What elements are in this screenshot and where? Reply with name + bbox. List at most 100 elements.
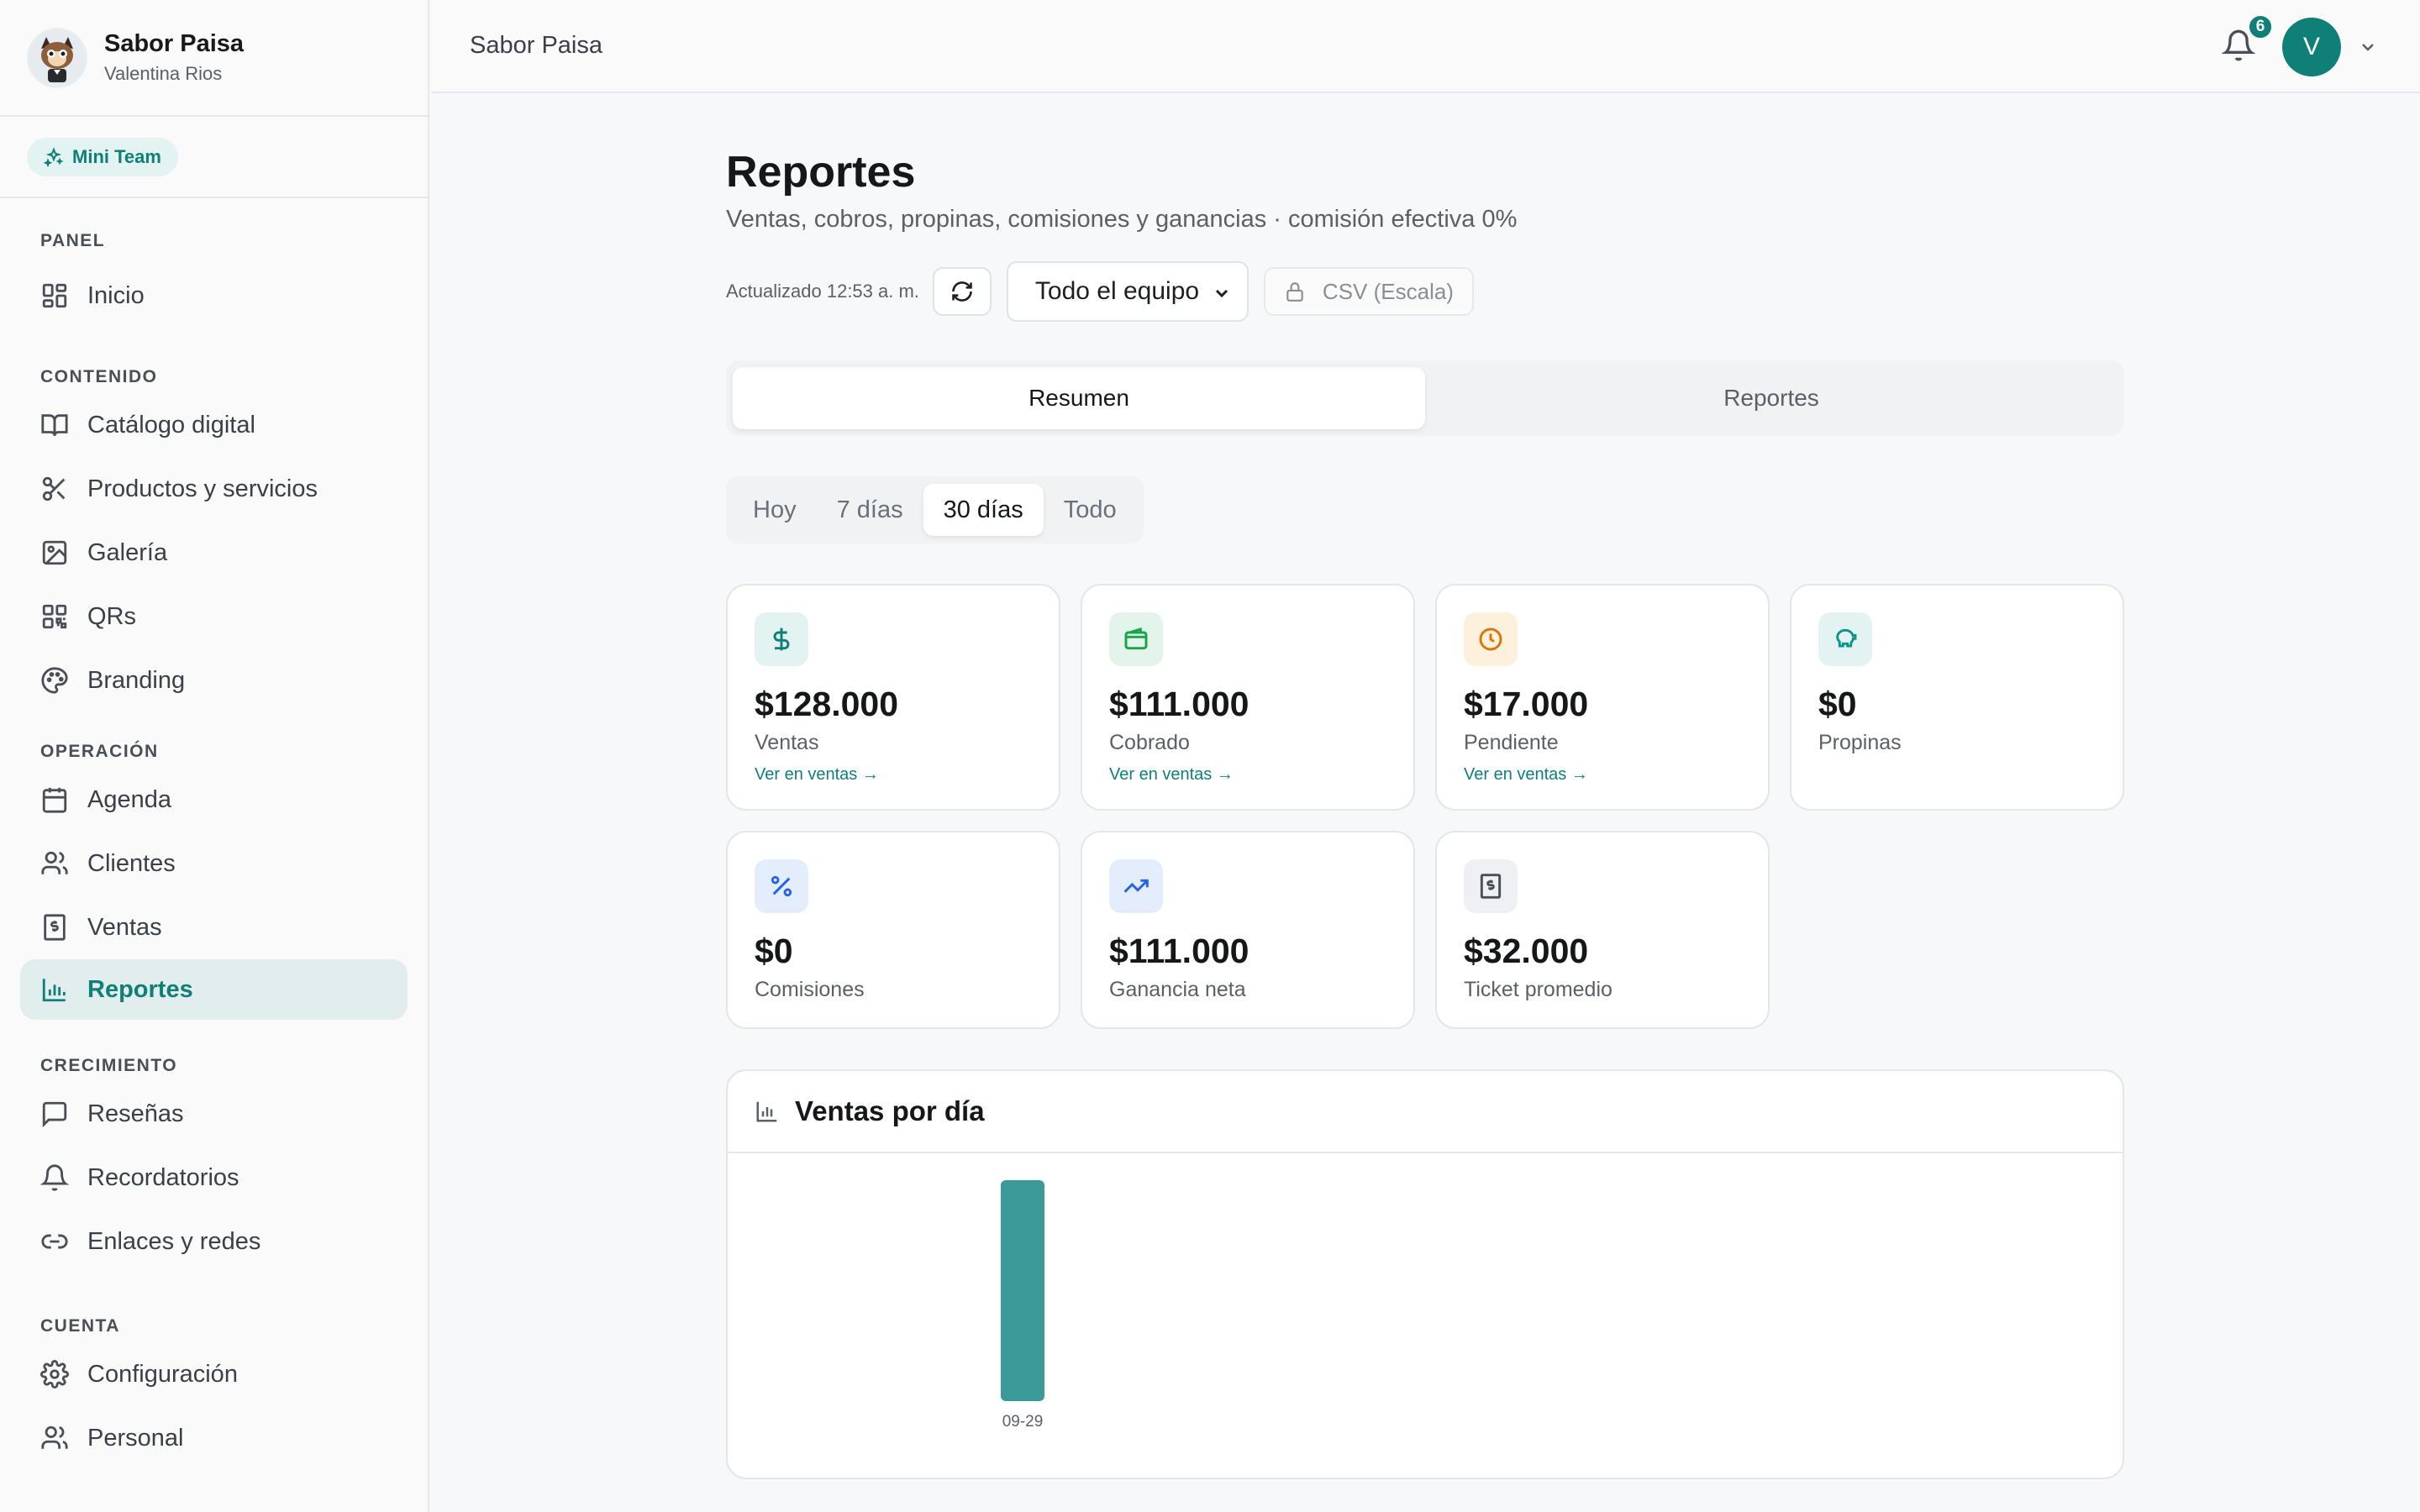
users-icon [41, 851, 68, 874]
stat-card-cobrado: $111.000 Cobrado Ver en ventas → [1081, 584, 1415, 811]
sidebar-item-enlaces[interactable]: Enlaces y redes [20, 1210, 408, 1273]
card-link[interactable]: Ver en ventas → [755, 765, 879, 784]
card-label: Ticket promedio [1464, 978, 1612, 1001]
sidebar-item-label: Configuración [87, 1360, 238, 1388]
stat-card-propinas: $0 Propinas [1790, 584, 2124, 811]
sidebar-item-label: Branding [87, 666, 186, 694]
bar-chart-icon [756, 1101, 777, 1122]
sidebar-item-catalogo[interactable]: Catálogo digital [20, 393, 408, 457]
lock-icon [1286, 282, 1303, 302]
stat-card-ticket-promedio: $32.000 Ticket promedio [1435, 831, 1770, 1029]
card-label: Ganancia neta [1109, 978, 1246, 1001]
sidebar-item-label: Recordatorios [87, 1163, 239, 1191]
chevron-down-icon [1215, 289, 1228, 298]
sidebar-item-label: Galería [87, 538, 168, 566]
card-label: Cobrado [1109, 731, 1190, 754]
notifications-button[interactable]: 6 [2221, 13, 2274, 66]
chart-x-tick-label: 09-29 [1002, 1413, 1044, 1431]
tab-reportes[interactable]: Reportes [1723, 385, 1819, 411]
bar-chart-icon [42, 979, 66, 1002]
brand-header[interactable]: Sabor Paisa Valentina Rios [0, 0, 428, 117]
sidebar-item-label: Personal [87, 1424, 184, 1452]
card-link[interactable]: Ver en ventas → [1464, 765, 1588, 784]
clock-icon [1479, 627, 1502, 651]
stat-card-ganancia-neta: $111.000 Ganancia neta [1081, 831, 1415, 1029]
user-avatar[interactable]: V [2282, 18, 2341, 76]
period-30-dias[interactable]: 30 días [923, 484, 1044, 536]
card-icon-wrap [1109, 859, 1163, 913]
sidebar-item-label: Productos y servicios [87, 475, 318, 502]
gear-icon [40, 1360, 69, 1389]
csv-export-button[interactable]: CSV (Escala) [1263, 267, 1474, 316]
sidebar-item-resenas[interactable]: Reseñas [20, 1082, 408, 1146]
card-icon-wrap [755, 859, 808, 913]
sidebar-item-recordatorios[interactable]: Recordatorios [20, 1146, 408, 1210]
card-value: $0 [755, 932, 793, 970]
refresh-button[interactable] [932, 267, 992, 316]
brand-logo [27, 27, 87, 88]
period-7-dias[interactable]: 7 días [836, 496, 903, 523]
stat-card-pendiente: $17.000 Pendiente Ver en ventas → [1435, 584, 1770, 811]
nav-section-cuenta: CUENTA [40, 1316, 120, 1336]
sidebar-item-qrs[interactable]: QRs [20, 585, 408, 648]
chart-header: Ventas por día [728, 1071, 2123, 1153]
period-hoy[interactable]: Hoy [753, 496, 797, 523]
sales-chart: 09-29 [1001, 1180, 1044, 1431]
brand-name: Sabor Paisa [104, 30, 245, 57]
card-label: Comisiones [755, 978, 865, 1001]
team-select[interactable]: Todo el equipo [1006, 261, 1249, 322]
message-icon [42, 1101, 67, 1128]
card-value: $0 [1818, 685, 1857, 723]
sidebar-item-configuracion[interactable]: Configuración [20, 1342, 408, 1406]
sidebar-item-clientes[interactable]: Clientes [20, 832, 408, 895]
sidebar-item-agenda[interactable]: Agenda [20, 768, 408, 832]
view-tabs: Resumen Reportes [726, 360, 2124, 436]
chart-body: 09-29 [728, 1153, 2123, 1478]
chart-title: Ventas por día [795, 1095, 985, 1126]
refresh-icon [952, 281, 972, 302]
link-icon [41, 1234, 68, 1249]
sidebar-item-inicio[interactable]: Inicio [20, 265, 408, 326]
bell-icon [40, 1164, 69, 1191]
nav-section-operacion: OPERACIÓN [40, 742, 159, 761]
sidebar-item-label: Agenda [87, 785, 171, 813]
sidebar-item-label: Catálogo digital [87, 411, 255, 438]
wallet-icon [1124, 627, 1148, 650]
nav-section-panel: PANEL [40, 231, 106, 250]
chart-bar[interactable] [1001, 1180, 1044, 1401]
bell-icon [2221, 29, 2256, 61]
sidebar-item-label: Reseñas [87, 1100, 184, 1127]
nav-section-contenido: CONTENIDO [40, 367, 158, 386]
sidebar-item-label: Ventas [87, 913, 162, 941]
sidebar-item-productos[interactable]: Productos y servicios [20, 457, 408, 521]
users-icon [41, 1425, 68, 1449]
percent-icon [771, 875, 792, 897]
card-value: $111.000 [1109, 685, 1249, 723]
card-value: $128.000 [755, 685, 899, 723]
sidebar-item-personal[interactable]: Personal [20, 1406, 408, 1470]
tab-resumen[interactable]: Resumen [733, 367, 1425, 429]
calendar-icon [42, 787, 67, 813]
sidebar: Sabor Paisa Valentina Rios Mini Team PAN… [0, 0, 429, 1512]
card-value: $32.000 [1464, 932, 1589, 970]
sidebar-item-label: Reportes [87, 975, 193, 1003]
receipt-icon [44, 914, 66, 941]
grid-icon [42, 283, 67, 308]
card-label: Pendiente [1464, 731, 1559, 754]
receipt-icon [1480, 874, 1502, 899]
user-menu-toggle[interactable] [2358, 37, 2378, 57]
plan-badge[interactable]: Mini Team [27, 137, 178, 176]
sidebar-nav: PANEL Inicio CONTENIDO Catálogo digital … [0, 198, 428, 1470]
book-icon [41, 414, 68, 437]
sales-by-day-chart-card: Ventas por día 09-29 [726, 1069, 2124, 1479]
sidebar-item-branding[interactable]: Branding [20, 648, 408, 712]
card-link[interactable]: Ver en ventas → [1109, 765, 1234, 784]
card-icon-wrap [755, 612, 808, 666]
sidebar-item-galeria[interactable]: Galería [20, 521, 408, 585]
card-icon-wrap [1109, 612, 1163, 666]
card-icon-wrap [1464, 612, 1518, 666]
sidebar-item-reportes[interactable]: Reportes [20, 959, 408, 1020]
sidebar-item-ventas[interactable]: Ventas [20, 895, 408, 959]
period-todo[interactable]: Todo [1063, 496, 1117, 523]
image-icon [42, 540, 67, 565]
